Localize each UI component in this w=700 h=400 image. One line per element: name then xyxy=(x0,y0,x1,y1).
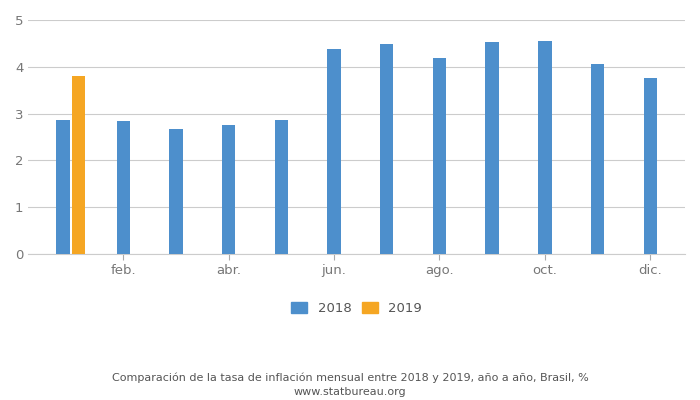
Legend: 2018, 2019: 2018, 2019 xyxy=(285,296,428,322)
Bar xyxy=(486,42,499,254)
Bar xyxy=(643,78,657,254)
Bar xyxy=(275,120,288,254)
Bar xyxy=(57,120,70,254)
Bar xyxy=(380,44,393,254)
Bar xyxy=(117,121,130,254)
Bar xyxy=(591,64,604,254)
Bar xyxy=(328,48,341,254)
Bar xyxy=(222,125,235,254)
Text: Comparación de la tasa de inflación mensual entre 2018 y 2019, año a año, Brasil: Comparación de la tasa de inflación mens… xyxy=(111,373,589,383)
Bar xyxy=(433,58,446,254)
Text: www.statbureau.org: www.statbureau.org xyxy=(294,387,406,397)
Bar xyxy=(538,40,552,254)
Bar xyxy=(71,76,85,254)
Bar xyxy=(169,128,183,254)
